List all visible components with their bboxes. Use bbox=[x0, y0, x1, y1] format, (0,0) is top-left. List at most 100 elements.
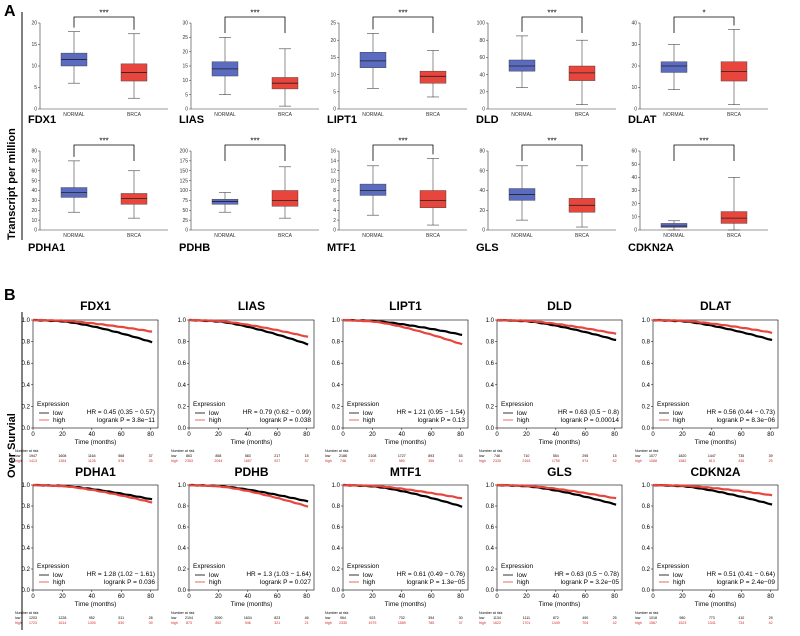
y-tick-label: 40 bbox=[31, 188, 37, 194]
category-label: BRCA bbox=[575, 112, 590, 118]
survival-curve-high bbox=[188, 483, 309, 508]
risk-value-high: 734 bbox=[738, 621, 744, 625]
risk-row-label-low: low bbox=[479, 616, 485, 620]
y-tick-label: 20 bbox=[631, 201, 637, 207]
risk-value-low: 1447 bbox=[708, 454, 716, 458]
risk-value-low: 2104 bbox=[185, 616, 193, 620]
risk-row-label-low: low bbox=[325, 616, 331, 620]
y-tick-label: 1.0 bbox=[486, 318, 495, 324]
y-tick-label: 0.0 bbox=[332, 426, 341, 432]
logrank-p: logrank P = 0.036 bbox=[104, 579, 155, 586]
gene-label: DLD bbox=[476, 114, 499, 126]
y-tick-label: 75 bbox=[182, 198, 188, 204]
plot-frame bbox=[342, 319, 469, 429]
risk-value-high: 1614 bbox=[58, 621, 66, 625]
y-tick-label: 16 bbox=[330, 149, 336, 155]
y-tick-label: 0.6 bbox=[642, 361, 651, 367]
boxplot-dlat: 0 10 20 30 40 NORMAL BRCA * DLAT bbox=[628, 9, 768, 126]
x-tick-label: 40 bbox=[552, 594, 559, 600]
x-tick-label: 20 bbox=[59, 432, 66, 438]
box-normal bbox=[660, 220, 688, 231]
x-tick-label: 20 bbox=[215, 594, 222, 600]
risk-value-low: 964 bbox=[340, 616, 346, 620]
significance-label: *** bbox=[547, 9, 556, 18]
hazard-ratio: HR = 1.3 (1.03 − 1.64) bbox=[246, 571, 311, 578]
x-axis-label: Time (months) bbox=[231, 439, 273, 446]
box-iqr bbox=[720, 211, 748, 224]
risk-value-low: 39 bbox=[769, 454, 773, 458]
box-normal bbox=[211, 37, 239, 95]
risk-value-high: 1657 bbox=[244, 459, 252, 463]
risk-value-low: 773 bbox=[709, 616, 715, 620]
legend-label-low: low bbox=[673, 410, 683, 417]
risk-value-high: 576 bbox=[118, 459, 124, 463]
category-label: NORMAL bbox=[63, 112, 85, 118]
y-tick-label: 60 bbox=[631, 149, 637, 155]
y-tick-label: 0 bbox=[634, 228, 637, 234]
risk-table-header: Number at risk bbox=[479, 449, 503, 453]
survival-curve-high bbox=[342, 483, 463, 500]
risk-value-high: 1723 bbox=[29, 621, 37, 625]
x-tick-label: 80 bbox=[611, 432, 618, 438]
y-tick-label: 10 bbox=[182, 78, 188, 84]
risk-row-label-low: low bbox=[635, 454, 641, 458]
risk-row-label-low: low bbox=[479, 454, 485, 458]
category-label: NORMAL bbox=[214, 233, 236, 239]
category-label: BRCA bbox=[727, 112, 742, 118]
x-tick-label: 40 bbox=[708, 594, 715, 600]
y-tick-label: 0.8 bbox=[178, 504, 187, 510]
y-tick-label: 0 bbox=[634, 107, 637, 113]
risk-value-high: 2330 bbox=[339, 621, 347, 625]
logrank-p: logrank P = 0.13 bbox=[418, 417, 466, 424]
km-panel: FDX1 0.0 0.2 0.4 0.6 0.8 1.0 0 20 40 60 80 Time (mon… bbox=[15, 299, 779, 625]
logrank-p: logrank P = 0.027 bbox=[260, 579, 311, 586]
box-brca bbox=[120, 170, 148, 219]
box-iqr bbox=[271, 190, 299, 207]
legend-label-high: high bbox=[209, 579, 222, 586]
risk-value-low: 1077 bbox=[649, 454, 657, 458]
box-brca bbox=[419, 50, 447, 98]
survival-curve-high bbox=[32, 483, 153, 504]
significance-label: *** bbox=[547, 137, 556, 146]
risk-value-low: 46 bbox=[305, 616, 309, 620]
km-pdha1: PDHA1 0.0 0.2 0.4 0.6 0.8 1.0 0 20 40 60 80 Time (mo… bbox=[15, 465, 159, 625]
x-axis-label: Time (months) bbox=[539, 601, 581, 608]
risk-value-high: 1126 bbox=[88, 459, 96, 463]
y-tick-label: 60 bbox=[31, 168, 37, 174]
risk-value-low: 37 bbox=[149, 454, 153, 458]
risk-value-high: 852 bbox=[215, 621, 221, 625]
gene-label: MTF1 bbox=[390, 465, 422, 479]
risk-value-high: 1567 bbox=[649, 621, 657, 625]
x-tick-label: 60 bbox=[274, 594, 281, 600]
y-tick-label: 0.0 bbox=[486, 588, 495, 594]
category-label: NORMAL bbox=[362, 112, 384, 118]
legend-label-low: low bbox=[363, 572, 373, 579]
significance-label: *** bbox=[699, 137, 708, 146]
y-tick-label: 0.6 bbox=[332, 525, 341, 531]
y-tick-label: 0.0 bbox=[178, 426, 187, 432]
risk-value-low: 583 bbox=[245, 454, 251, 458]
logrank-p: logrank P = 3.8e−11 bbox=[97, 417, 155, 424]
y-tick-label: 0 bbox=[333, 228, 336, 234]
y-tick-label: 5 bbox=[333, 90, 336, 96]
risk-table-header: Number at risk bbox=[479, 611, 503, 615]
x-tick-label: 80 bbox=[147, 594, 154, 600]
y-tick-label: 50 bbox=[182, 208, 188, 214]
risk-value-low: 394 bbox=[428, 616, 434, 620]
risk-value-low: 980 bbox=[679, 616, 685, 620]
hazard-ratio: HR = 1.28 (1.02 − 1.61) bbox=[87, 571, 155, 578]
x-tick-label: 0 bbox=[651, 432, 655, 438]
risk-table-header: Number at risk bbox=[171, 611, 195, 615]
y-tick-label: 0.8 bbox=[22, 340, 31, 346]
risk-value-high: 1413 bbox=[29, 459, 37, 463]
y-tick-label: 200 bbox=[180, 149, 189, 155]
category-label: BRCA bbox=[575, 233, 590, 239]
x-tick-label: 60 bbox=[582, 594, 589, 600]
risk-value-low: 1134 bbox=[493, 616, 501, 620]
legend-label-high: high bbox=[673, 579, 686, 586]
legend-label-low: low bbox=[209, 410, 219, 417]
x-tick-label: 20 bbox=[59, 594, 66, 600]
x-tick-label: 80 bbox=[303, 594, 310, 600]
y-tick-label: 0.0 bbox=[642, 426, 651, 432]
x-tick-label: 0 bbox=[187, 594, 191, 600]
